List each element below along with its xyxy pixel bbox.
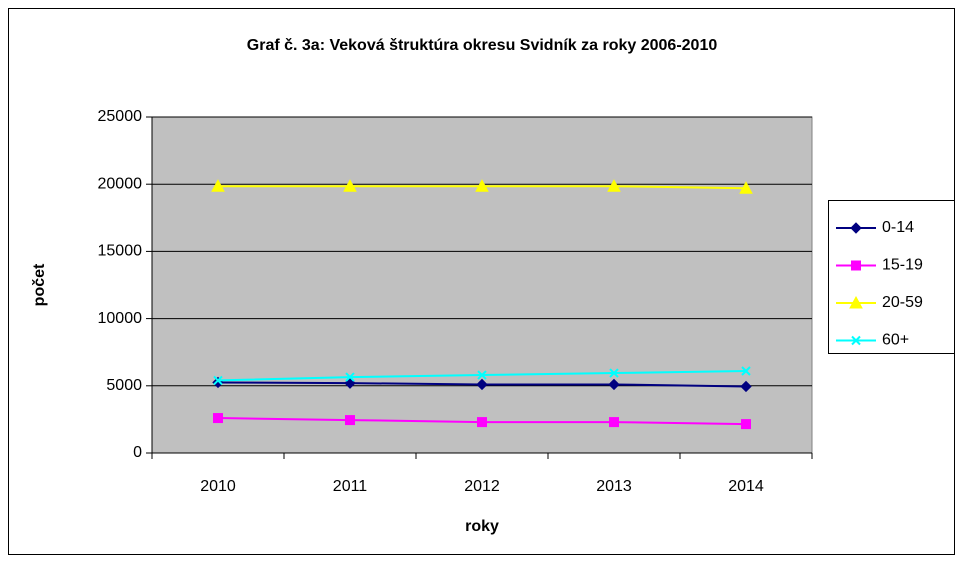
legend-marker	[850, 222, 862, 234]
data-point	[475, 179, 489, 192]
data-point	[609, 417, 619, 428]
legend-marker	[851, 335, 861, 346]
legend-label: 20-59	[882, 294, 923, 311]
legend-marker	[851, 260, 861, 271]
data-point	[741, 419, 751, 430]
x-tick-label: 2013	[596, 478, 632, 495]
data-point	[609, 368, 619, 378]
y-tick-label: 10000	[98, 310, 143, 327]
x-tick-label: 2012	[464, 478, 500, 495]
data-point	[740, 380, 752, 393]
y-axis-label: počet	[31, 263, 48, 306]
data-point	[343, 179, 357, 192]
data-point	[345, 372, 355, 382]
data-point	[608, 378, 620, 391]
plot-area	[151, 116, 813, 454]
data-point	[213, 375, 223, 386]
y-tick-label: 15000	[98, 243, 143, 260]
legend-box	[828, 200, 955, 354]
y-tick-label: 5000	[106, 377, 142, 394]
data-point	[211, 179, 225, 192]
x-tick-label: 2014	[728, 478, 764, 495]
x-axis-label: roky	[465, 518, 499, 535]
y-tick-label: 25000	[98, 108, 143, 125]
data-point	[477, 417, 487, 428]
data-point	[476, 378, 488, 391]
legend-label: 0-14	[882, 219, 914, 236]
data-point	[741, 366, 751, 376]
data-point	[739, 181, 753, 194]
legend-marker	[849, 295, 863, 309]
legend-label: 60+	[882, 332, 909, 349]
legend-label: 15-19	[882, 257, 923, 274]
data-point	[607, 179, 621, 192]
y-tick-label: 0	[133, 444, 142, 461]
x-tick-label: 2010	[200, 478, 236, 495]
y-tick-label: 20000	[98, 175, 143, 192]
data-point	[345, 415, 355, 426]
x-tick-label: 2011	[333, 478, 368, 495]
data-point	[213, 413, 223, 424]
chart-title: Graf č. 3a: Veková štruktúra okresu Svid…	[247, 37, 718, 54]
data-point	[477, 370, 487, 380]
